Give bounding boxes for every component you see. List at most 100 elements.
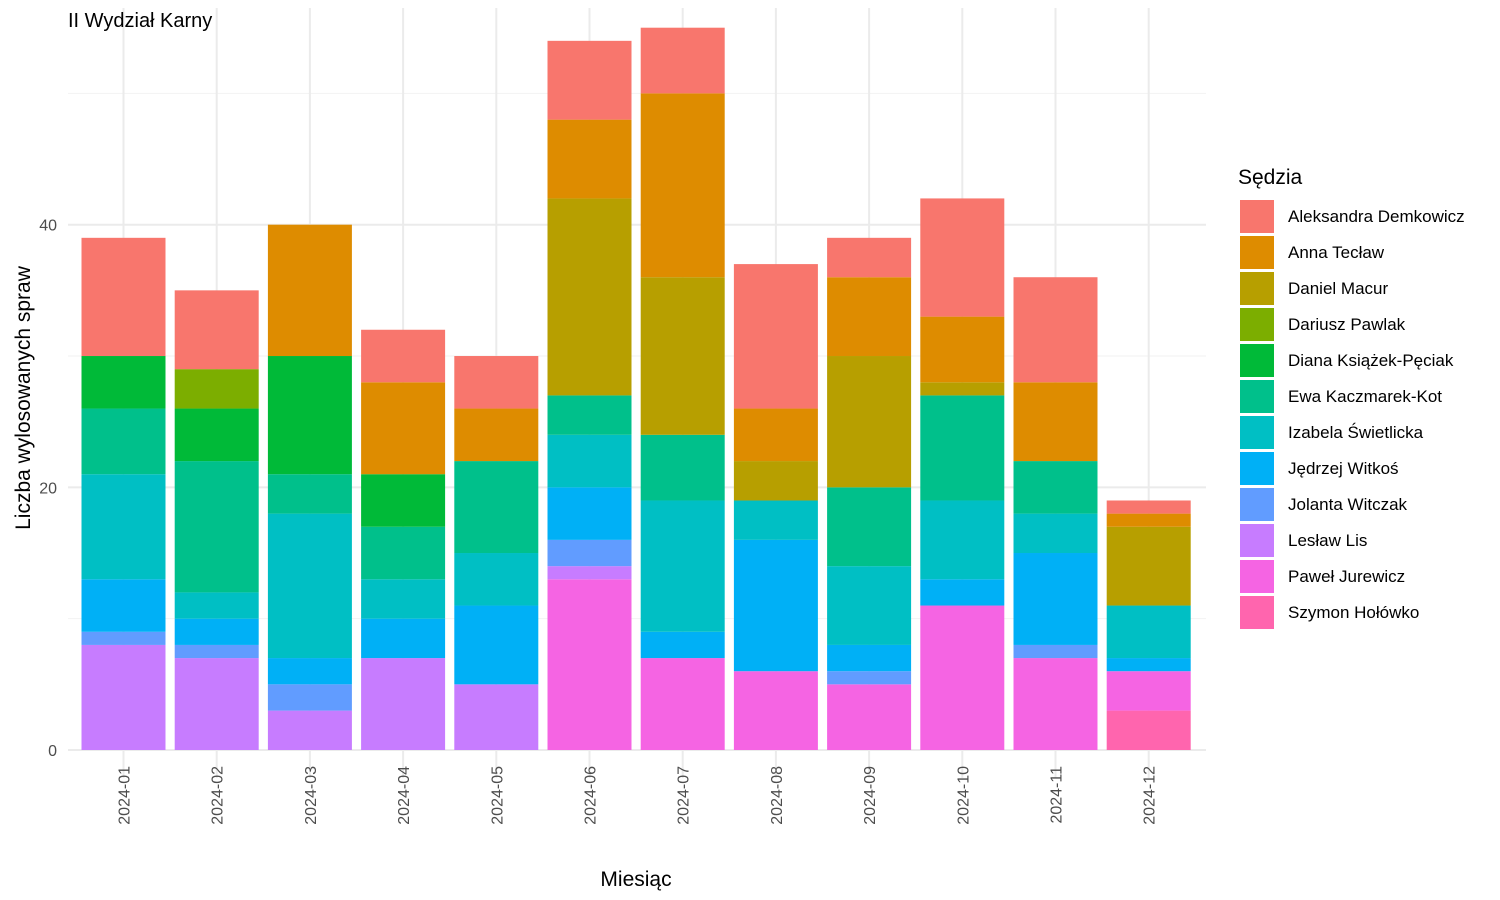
bar-segment	[1106, 605, 1191, 659]
legend-swatch	[1240, 308, 1274, 341]
bar-segment	[81, 644, 166, 750]
legend-item-label: Lesław Lis	[1288, 531, 1367, 550]
x-tick-label: 2024-05	[489, 766, 506, 825]
bar-segment	[1013, 553, 1098, 645]
y-axis-ticks: 0 20 40	[39, 218, 57, 760]
bar-segment	[267, 710, 352, 750]
bar-segment	[733, 408, 818, 462]
legend-swatch	[1240, 236, 1274, 269]
bar-segment	[1106, 710, 1191, 750]
bar-segment	[920, 579, 1005, 606]
bar-segment	[1013, 658, 1098, 750]
bar-segment	[640, 434, 725, 501]
legend-item-label: Jędrzej Witkoś	[1288, 459, 1399, 478]
bar-segment	[547, 395, 632, 435]
bar-segment	[1013, 277, 1098, 383]
legend-item-label: Ewa Kaczmarek-Kot	[1288, 387, 1442, 406]
bar-segment	[81, 474, 166, 580]
bar-segment	[174, 618, 259, 645]
x-axis-ticks: 2024-01 2024-02 2024-03 2024-04 2024-05 2024-…	[117, 766, 1159, 825]
bar-segment	[361, 329, 446, 383]
bar-segment	[1106, 500, 1191, 514]
bar-segment	[733, 539, 818, 672]
bar-segment	[640, 500, 725, 632]
bar-segment	[920, 500, 1005, 580]
legend-swatch	[1240, 452, 1274, 485]
bar-segment	[81, 631, 166, 645]
bar-segment	[81, 356, 166, 409]
bar-segment	[733, 264, 818, 409]
chart-title: II Wydział Karny	[68, 10, 212, 32]
bar-segment	[454, 605, 539, 685]
bar-segment	[267, 356, 352, 475]
bar-segment	[81, 579, 166, 632]
bar-segment	[361, 618, 446, 659]
x-tick-label: 2024-10	[955, 766, 972, 825]
bar-segment	[640, 27, 725, 94]
bar-segment	[454, 461, 539, 554]
legend-item-label: Szymon Hołówko	[1288, 603, 1419, 622]
bar-segment	[361, 382, 446, 475]
bar-segment	[547, 40, 632, 120]
bar-segment	[827, 684, 912, 750]
x-tick-label: 2024-02	[210, 766, 227, 825]
y-axis-label: Liczba wylosowanych spraw	[12, 265, 35, 530]
bar-segment	[81, 237, 166, 357]
bar-segment	[267, 658, 352, 685]
bar-segment	[1106, 526, 1191, 606]
y-tick-label: 0	[48, 743, 57, 760]
bar-segment	[1013, 644, 1098, 659]
legend-item-label: Diana Książek-Pęciak	[1288, 351, 1454, 370]
bar-segment	[81, 408, 166, 475]
x-tick-label: 2024-11	[1049, 766, 1066, 824]
legend-item-label: Anna Tecław	[1288, 243, 1385, 262]
x-axis-label: Miesiąc	[600, 868, 671, 891]
bar-segment	[920, 605, 1005, 750]
bar-segment	[1106, 513, 1191, 527]
legend-swatch	[1240, 272, 1274, 305]
bar-segment	[827, 644, 912, 672]
bar-segment	[454, 684, 539, 750]
legend-swatch	[1240, 596, 1274, 629]
bar-segment	[547, 579, 632, 750]
legend-swatch	[1240, 416, 1274, 449]
bar-segment	[827, 277, 912, 357]
legend-title: Sędzia	[1238, 166, 1303, 189]
bar-segment	[547, 119, 632, 199]
legend-item-label: Izabela Świetlicka	[1288, 423, 1424, 442]
bar-segment	[827, 237, 912, 278]
legend-item-label: Daniel Macur	[1288, 279, 1388, 298]
bar-segment	[174, 592, 259, 619]
bar-segment	[640, 658, 725, 750]
bar-segment	[920, 395, 1005, 501]
bar-segment	[547, 539, 632, 567]
legend-swatch	[1240, 488, 1274, 521]
bar-segment	[454, 553, 539, 606]
bar-segment	[547, 434, 632, 488]
bar-segment	[640, 277, 725, 435]
bar-segment	[1106, 658, 1191, 672]
legend: Sędzia Aleksandra Demkowicz Anna Tecław Da…	[1238, 166, 1465, 629]
bar-segment	[174, 290, 259, 370]
bar-segment	[267, 474, 352, 514]
bar-segment	[174, 408, 259, 462]
legend-item-label: Aleksandra Demkowicz	[1288, 207, 1465, 226]
legend-swatch	[1240, 560, 1274, 593]
bar-segment	[174, 369, 259, 409]
bar-segment	[920, 382, 1005, 396]
legend-item-label: Dariusz Pawlak	[1288, 315, 1406, 334]
x-tick-label: 2024-09	[862, 766, 879, 825]
x-tick-label: 2024-12	[1142, 766, 1159, 825]
bar-segment	[827, 566, 912, 645]
bar-segment	[361, 658, 446, 750]
bars	[81, 27, 1191, 750]
x-tick-label: 2024-03	[303, 766, 320, 825]
bar-segment	[361, 579, 446, 619]
bar-segment	[640, 631, 725, 659]
bar-segment	[361, 474, 446, 527]
legend-swatch	[1240, 200, 1274, 233]
bar-segment	[1013, 461, 1098, 514]
legend-swatch	[1240, 344, 1274, 377]
bar-segment	[733, 500, 818, 540]
